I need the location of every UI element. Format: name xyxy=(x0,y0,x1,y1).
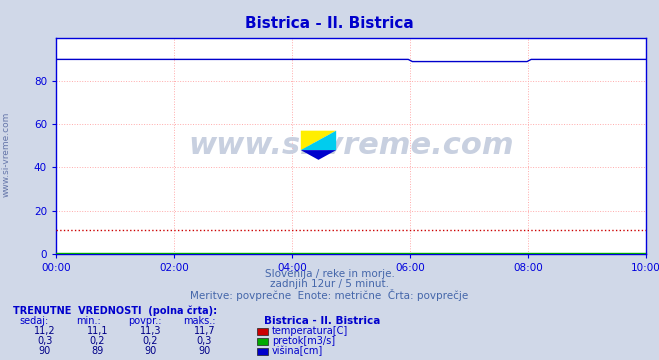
Text: 89: 89 xyxy=(92,346,103,356)
Text: višina[cm]: višina[cm] xyxy=(272,346,324,356)
Text: 11,1: 11,1 xyxy=(87,326,108,336)
Polygon shape xyxy=(301,131,336,150)
Text: 0,3: 0,3 xyxy=(196,336,212,346)
Polygon shape xyxy=(301,150,336,160)
Text: 0,3: 0,3 xyxy=(37,336,53,346)
Text: temperatura[C]: temperatura[C] xyxy=(272,326,349,336)
Text: 11,2: 11,2 xyxy=(34,326,55,336)
Text: Bistrica - Il. Bistrica: Bistrica - Il. Bistrica xyxy=(245,16,414,31)
Text: 90: 90 xyxy=(39,346,51,356)
Text: povpr.:: povpr.: xyxy=(129,316,162,326)
Text: TRENUTNE  VREDNOSTI  (polna črta):: TRENUTNE VREDNOSTI (polna črta): xyxy=(13,305,217,316)
Text: pretok[m3/s]: pretok[m3/s] xyxy=(272,336,335,346)
Text: 11,7: 11,7 xyxy=(194,326,215,336)
Text: 90: 90 xyxy=(144,346,156,356)
Text: www.si-vreme.com: www.si-vreme.com xyxy=(188,131,514,160)
Text: 11,3: 11,3 xyxy=(140,326,161,336)
Text: 90: 90 xyxy=(198,346,210,356)
Text: min.:: min.: xyxy=(76,316,101,326)
Text: zadnjih 12ur / 5 minut.: zadnjih 12ur / 5 minut. xyxy=(270,279,389,289)
Text: 0,2: 0,2 xyxy=(90,336,105,346)
Text: Bistrica - Il. Bistrica: Bistrica - Il. Bistrica xyxy=(264,316,380,326)
Text: 0,2: 0,2 xyxy=(142,336,158,346)
Text: Slovenija / reke in morje.: Slovenija / reke in morje. xyxy=(264,269,395,279)
Text: maks.:: maks.: xyxy=(183,316,215,326)
Text: Meritve: povprečne  Enote: metrične  Črta: povprečje: Meritve: povprečne Enote: metrične Črta:… xyxy=(190,289,469,301)
Text: sedaj:: sedaj: xyxy=(20,316,49,326)
Text: www.si-vreme.com: www.si-vreme.com xyxy=(2,112,11,198)
Polygon shape xyxy=(301,131,336,150)
